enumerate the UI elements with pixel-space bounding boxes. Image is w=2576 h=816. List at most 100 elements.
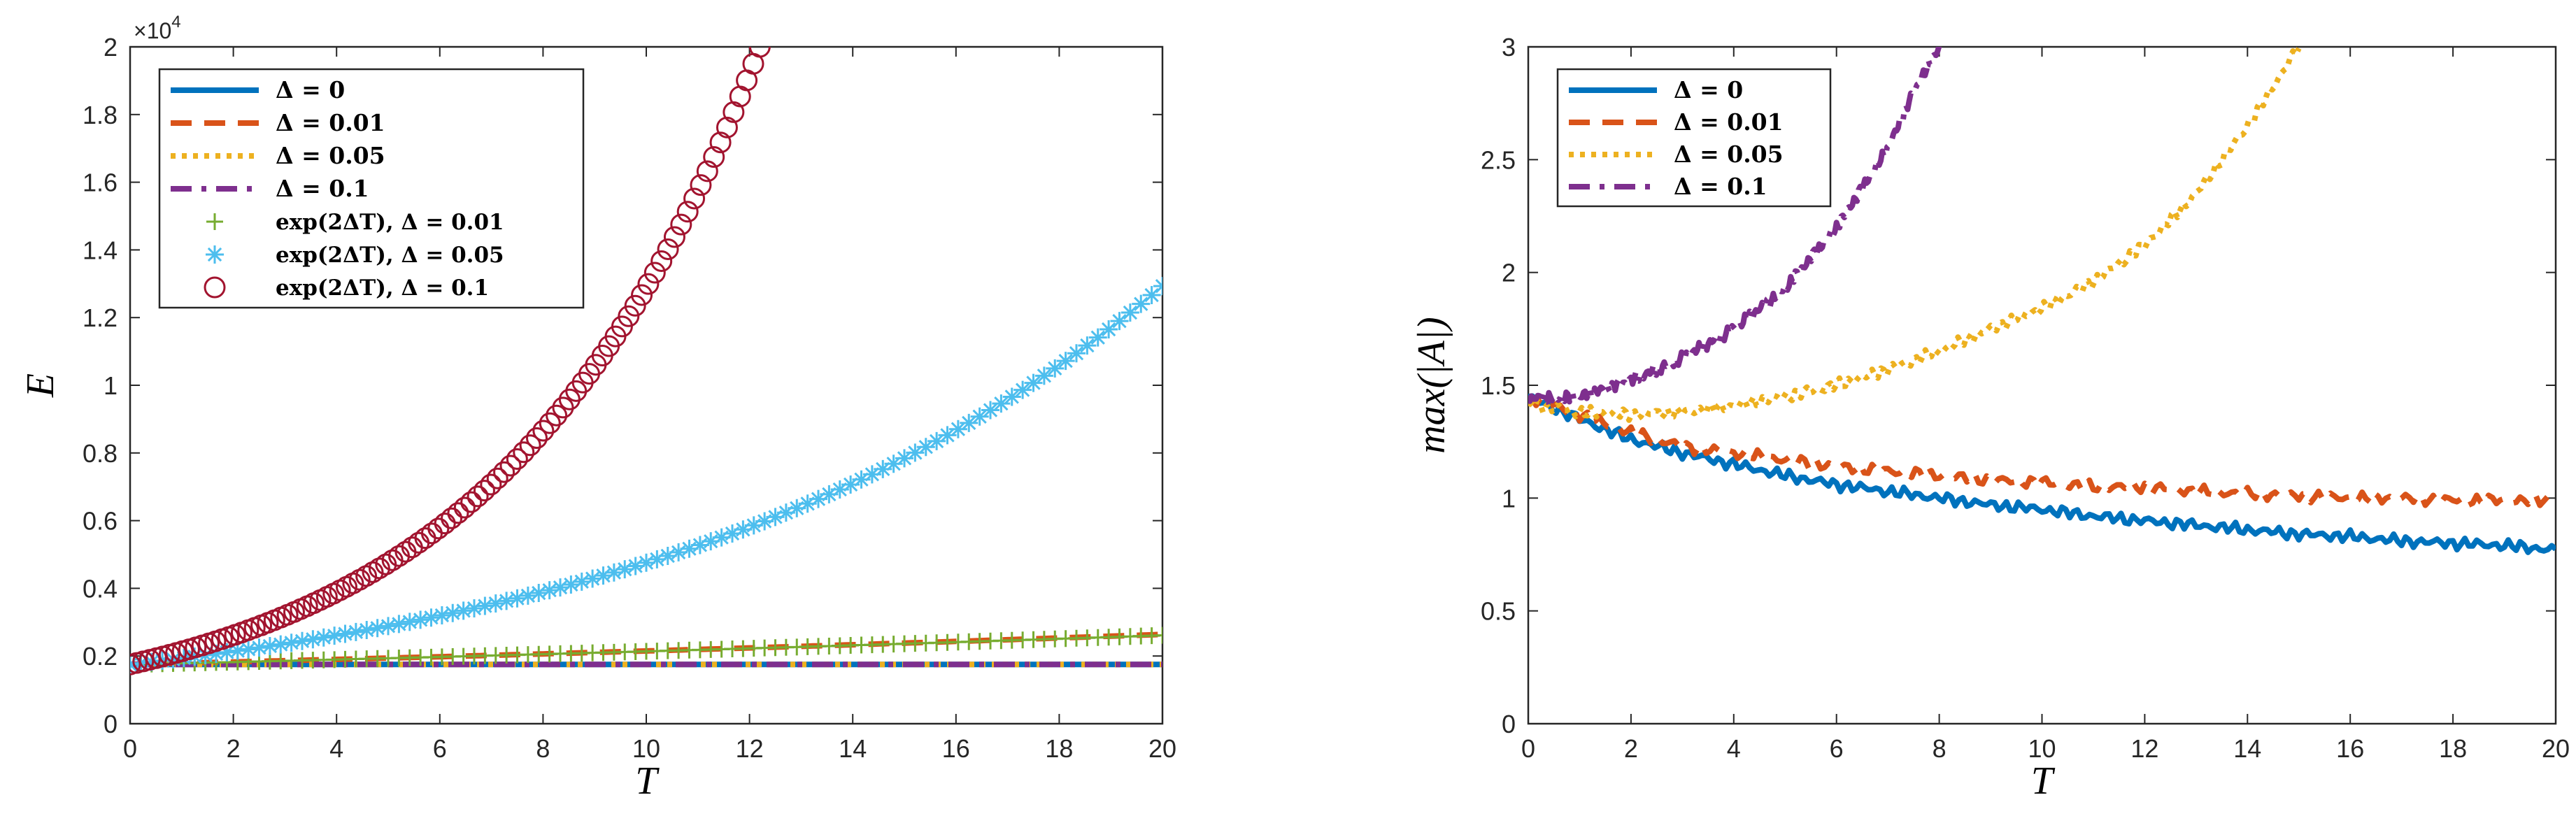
data-point-marker [572,572,591,591]
x-tick-label: 20 [1148,734,1176,763]
data-point-marker [314,628,333,647]
data-point-marker [766,508,785,527]
data-point-marker [411,610,430,629]
data-point-marker [357,621,376,640]
data-point-marker [447,502,469,524]
x-tick-label: 18 [2439,734,2467,763]
data-point-marker [755,512,774,531]
y-tick-label: 0.5 [1481,597,1516,626]
y-tick-label: 1 [1502,484,1516,513]
data-point-marker [884,454,903,473]
data-point-marker [207,644,225,663]
data-point-marker [293,631,311,650]
data-point-marker [228,641,247,660]
data-point-marker [604,563,623,582]
data-point-marker [1056,352,1075,371]
data-point-marker [130,653,141,675]
data-point-marker [690,174,712,196]
data-point-marker [497,592,516,610]
data-point-marker [626,557,645,575]
y-tick-label: 1 [104,371,118,400]
data-point-marker [637,273,660,295]
data-point-marker [432,606,451,625]
x-tick-label: 20 [2542,734,2570,763]
y-tick-label: 2.5 [1481,145,1516,174]
data-point-marker [454,601,473,620]
y-tick-label: 0 [1502,710,1516,738]
data-point-marker [981,401,999,420]
data-point-marker [346,622,365,641]
data-point-marker [709,131,732,154]
series-0.01 [1528,394,2556,508]
legend-marker [204,276,226,299]
data-point-marker [1078,336,1097,355]
y-tick-label: 1.2 [83,303,118,332]
data-point-marker [142,652,161,671]
y-tick-label: 1.8 [83,101,118,129]
series-exp-2-t-0.1 [130,47,771,675]
series-layer [1528,47,2556,555]
data-point-marker [744,516,763,535]
data-point-marker [776,503,795,522]
legend-item: Δ = 0.1 [171,175,369,202]
legend-label: Δ = 0.01 [276,109,385,136]
x-tick-label: 2 [1624,734,1638,763]
data-point-marker [862,465,881,484]
data-point-marker [895,449,913,468]
data-point-marker [546,404,568,427]
y-tick-label: 1.6 [83,169,118,197]
data-point-marker [663,226,685,248]
legend-label: Δ = 0.01 [1674,108,1784,136]
x-tick-label: 12 [2130,734,2158,763]
data-point-marker [643,262,666,284]
data-point-marker [748,47,771,58]
data-point-marker [532,420,555,442]
data-point-marker [1088,328,1107,347]
data-point-marker [788,499,806,517]
legend: Δ = 0 Δ = 0.01 Δ = 0.05 Δ = 0.1 exp(2ΔT), Δ … [158,68,585,309]
data-point-marker [513,441,535,464]
legend-label: Δ = 0 [276,76,345,103]
legend-item: Δ = 0.05 [1569,141,1784,168]
data-point-marker [336,624,355,643]
data-point-marker [680,539,699,558]
data-point-marker [379,617,397,636]
x-tick-label: 6 [1830,734,1844,763]
y-tick-label: 0.6 [83,507,118,536]
data-point-marker [703,146,725,169]
x-axis-label: T [635,759,660,803]
series-0.05 [1528,47,2302,423]
legend-item: Δ = 0.05 [171,142,385,169]
x-tick-label: 16 [942,734,970,763]
y-tick-label: 1.4 [83,236,118,264]
legend-item: exp(2ΔT), Δ = 0.01 [206,210,504,235]
data-point-marker [657,238,679,260]
data-point-marker [525,427,548,450]
x-tick-label: 6 [433,734,447,763]
data-point-marker [304,630,322,649]
legend-item: Δ = 0.01 [171,109,385,136]
data-point-marker [480,473,502,496]
data-point-marker [422,608,441,627]
series-0.1 [1528,47,1942,406]
y-tick-label: 0.4 [83,574,118,603]
data-point-marker [508,589,527,608]
data-point-marker [658,546,677,565]
legend-label: Δ = 0.05 [276,142,385,169]
data-point-marker [615,560,634,579]
data-point-marker [518,586,537,605]
data-point-marker [938,426,957,445]
data-point-marker [906,443,925,462]
data-point-marker [650,250,673,272]
legend-item: exp(2ΔT), Δ = 0.1 [204,275,489,301]
y-tick-label: 0.8 [83,439,118,468]
data-point-marker [486,594,505,613]
data-point-marker [624,294,646,317]
data-point-marker [583,569,602,588]
x-tick-label: 2 [227,734,241,763]
data-point-marker [690,536,709,554]
data-point-marker [948,420,967,438]
data-point-marker [927,431,946,450]
data-point-marker [434,513,456,535]
